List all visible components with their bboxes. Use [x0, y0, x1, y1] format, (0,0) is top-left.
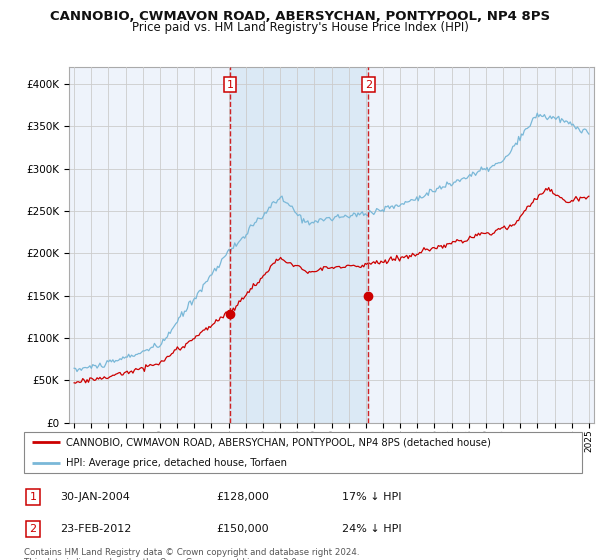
Text: 2: 2	[29, 524, 37, 534]
Text: 24% ↓ HPI: 24% ↓ HPI	[342, 524, 401, 534]
Text: CANNOBIO, CWMAVON ROAD, ABERSYCHAN, PONTYPOOL, NP4 8PS (detached house): CANNOBIO, CWMAVON ROAD, ABERSYCHAN, PONT…	[66, 437, 491, 447]
Bar	[230, 67, 368, 423]
Text: £128,000: £128,000	[216, 492, 269, 502]
Text: 1: 1	[29, 492, 37, 502]
Text: 30-JAN-2004: 30-JAN-2004	[60, 492, 130, 502]
Text: 17% ↓ HPI: 17% ↓ HPI	[342, 492, 401, 502]
Text: 23-FEB-2012: 23-FEB-2012	[60, 524, 131, 534]
FancyBboxPatch shape	[24, 432, 582, 473]
Text: Contains HM Land Registry data © Crown copyright and database right 2024.
This d: Contains HM Land Registry data © Crown c…	[24, 548, 359, 560]
Text: CANNOBIO, CWMAVON ROAD, ABERSYCHAN, PONTYPOOL, NP4 8PS: CANNOBIO, CWMAVON ROAD, ABERSYCHAN, PONT…	[50, 10, 550, 23]
Text: HPI: Average price, detached house, Torfaen: HPI: Average price, detached house, Torf…	[66, 459, 287, 468]
Text: 1: 1	[226, 80, 233, 90]
Text: Price paid vs. HM Land Registry's House Price Index (HPI): Price paid vs. HM Land Registry's House …	[131, 21, 469, 34]
Text: 2: 2	[365, 80, 372, 90]
Text: £150,000: £150,000	[216, 524, 269, 534]
